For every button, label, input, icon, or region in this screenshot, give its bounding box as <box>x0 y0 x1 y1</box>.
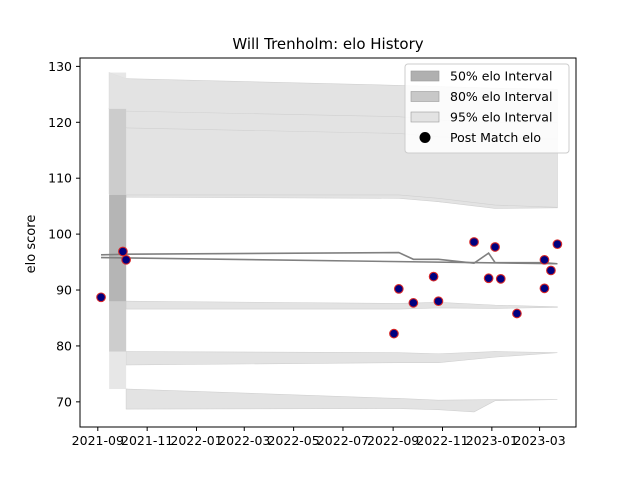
y-tick-label-4: 110 <box>48 171 72 186</box>
initial-band-2 <box>109 194 127 302</box>
post-match-point-7 <box>433 296 444 307</box>
y-tick-label-6: 130 <box>48 59 72 74</box>
post-match-point-11 <box>495 273 506 284</box>
legend-swatch-0 <box>410 70 440 82</box>
legend-marker-3 <box>419 132 431 143</box>
y-tick-label-2: 90 <box>56 283 72 298</box>
post-match-points <box>96 237 563 339</box>
x-tick-label-8: 2023-01 <box>466 433 518 448</box>
post-match-point-9 <box>483 273 494 284</box>
legend-label-0: 50% elo Interval <box>450 69 552 84</box>
x-tick-label-2: 2022-01 <box>170 433 222 448</box>
post-match-point-14 <box>539 254 550 265</box>
y-tick-label-1: 80 <box>56 338 72 353</box>
legend-label-2: 95% elo Interval <box>450 110 552 125</box>
post-match-point-6 <box>428 271 439 282</box>
interval-band-5 <box>125 388 558 413</box>
legend: 50% elo Interval 80% elo Interval 95% elo … <box>404 63 570 154</box>
post-match-point-5 <box>408 298 419 308</box>
x-tick-label-9: 2023-03 <box>513 433 565 448</box>
chart-title: Will Trenholm: elo History <box>232 35 423 53</box>
interval-band-4 <box>125 351 558 366</box>
post-match-point-10 <box>490 242 500 252</box>
post-match-point-16 <box>552 239 563 250</box>
post-match-point-0 <box>96 292 106 303</box>
x-tick-label-1: 2021-11 <box>121 433 173 448</box>
x-tick-label-0: 2021-09 <box>72 433 124 448</box>
trend-elo-line <box>101 256 558 265</box>
plot-frame <box>79 57 577 428</box>
y-tick-label-3: 100 <box>48 227 72 242</box>
y-axis-label: elo score <box>24 215 39 274</box>
post-match-point-13 <box>539 283 550 294</box>
x-tick-label-3: 2022-03 <box>218 433 270 448</box>
post-match-point-3 <box>389 328 399 339</box>
legend-label-3: Post Match elo <box>450 130 541 145</box>
post-match-point-12 <box>512 308 522 319</box>
x-tick-label-4: 2022-05 <box>267 433 319 448</box>
x-tick-label-7: 2022-11 <box>416 433 468 448</box>
post-match-point-4 <box>393 284 404 294</box>
mean-line-layer <box>101 251 558 265</box>
interval-band-2 <box>125 194 558 209</box>
interval-band-3 <box>125 300 558 310</box>
x-axis-ticks: 2021-092021-112022-012022-032022-052022-… <box>72 427 566 448</box>
post-match-point-8 <box>469 237 479 247</box>
post-match-point-1 <box>118 246 128 257</box>
y-axis-ticks: 70 80 90 100 110 120 130 <box>48 59 80 409</box>
legend-swatch-2 <box>410 111 440 123</box>
post-match-point-15 <box>546 265 556 276</box>
y-tick-label-5: 120 <box>48 115 72 130</box>
legend-swatch-1 <box>410 91 440 102</box>
y-tick-label-0: 70 <box>56 394 72 409</box>
x-tick-label-5: 2022-07 <box>317 433 369 448</box>
legend-box <box>404 63 570 154</box>
legend-label-1: 80% elo Interval <box>450 89 552 104</box>
x-tick-label-6: 2022-09 <box>367 433 419 448</box>
post-match-point-2 <box>121 254 131 265</box>
